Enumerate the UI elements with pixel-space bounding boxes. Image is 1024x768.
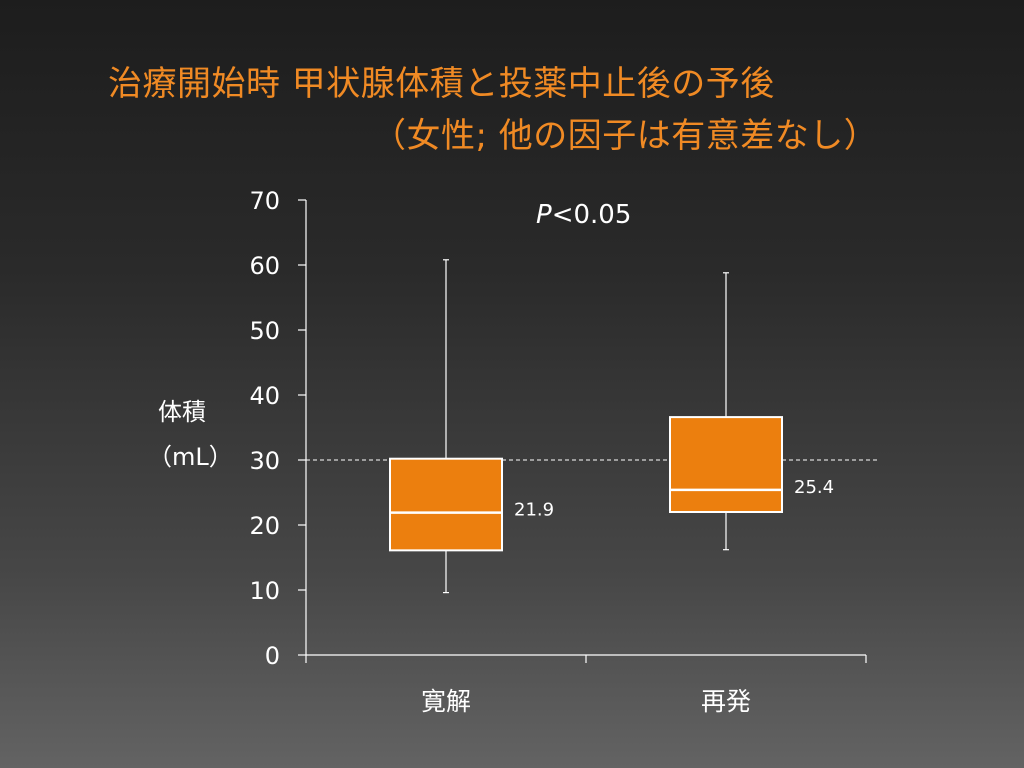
y-tick-label: 50 bbox=[249, 317, 280, 345]
box-1: 21.9 bbox=[389, 259, 554, 594]
y-tick-label: 60 bbox=[249, 252, 280, 280]
x-tick-label: 寛解 bbox=[421, 687, 471, 716]
median-label: 21.9 bbox=[514, 500, 554, 521]
slide-title-line2: （女性; 他の因子は有意差なし） bbox=[372, 116, 879, 156]
x-tick-label: 再発 bbox=[701, 687, 751, 716]
p-value-annotation: P<0.05 bbox=[536, 200, 631, 230]
slide-title-line1: 治療開始時 甲状腺体積と投薬中止後の予後 bbox=[108, 64, 775, 104]
box-iqr bbox=[389, 457, 503, 552]
y-tick-label: 40 bbox=[249, 382, 280, 410]
y-tick-label: 20 bbox=[249, 512, 280, 540]
y-tick-label: 30 bbox=[249, 447, 280, 475]
box-iqr bbox=[669, 416, 783, 514]
box-2: 25.4 bbox=[669, 272, 834, 551]
chart-axes: 0 10 20 30 40 50 60 70 寛解 再発 bbox=[249, 187, 867, 716]
y-axis-label-line1: 体積 bbox=[158, 398, 206, 426]
y-axis-label-line2: （mL） bbox=[148, 443, 233, 471]
y-tick-label: 0 bbox=[265, 642, 280, 670]
median-label: 25.4 bbox=[794, 477, 834, 498]
boxes-group: 21.9 25.4 bbox=[389, 259, 834, 594]
y-tick-label: 70 bbox=[249, 187, 280, 215]
y-tick-label: 10 bbox=[249, 577, 280, 605]
